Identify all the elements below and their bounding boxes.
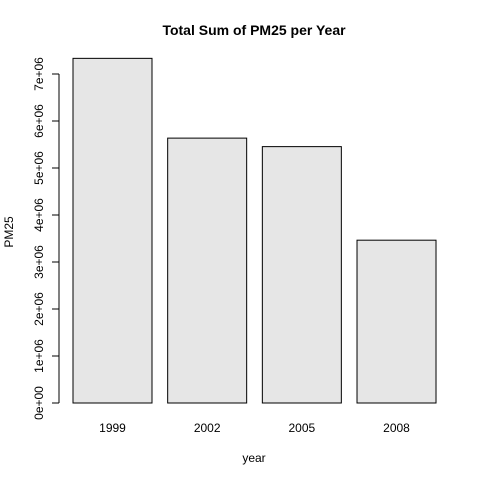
- x-tick-labels: 1999 2002 2005 2008: [99, 421, 410, 435]
- bar-1999: [72, 57, 153, 404]
- y-axis-label: PM25: [2, 216, 16, 248]
- y-tick-label: 6e+06: [32, 104, 46, 138]
- x-tick-label-2008: 2008: [383, 421, 410, 435]
- y-tick-label: 2e+06: [32, 292, 46, 326]
- y-tick-label: 5e+06: [32, 151, 46, 185]
- y-tick-label: 7e+06: [32, 57, 46, 91]
- x-tick-label-1999: 1999: [99, 421, 126, 435]
- x-tick-label-2005: 2005: [288, 421, 315, 435]
- y-tick-label: 3e+06: [32, 245, 46, 279]
- y-tick-label: 4e+06: [32, 198, 46, 232]
- x-tick-label-2002: 2002: [194, 421, 221, 435]
- bar-2005: [261, 146, 342, 404]
- bar-2002: [167, 137, 248, 404]
- chart-title: Total Sum of PM25 per Year: [162, 22, 346, 38]
- y-tick-label: 1e+06: [32, 339, 46, 373]
- bar-2008: [356, 239, 437, 404]
- y-tick-label: 0e+00: [32, 386, 46, 420]
- x-axis-label: year: [242, 451, 265, 465]
- y-axis: 0e+00 1e+06 2e+06 3e+06 4e+06 5e+06 6e+06 7e+06: [32, 57, 60, 420]
- bars-group: [72, 57, 437, 404]
